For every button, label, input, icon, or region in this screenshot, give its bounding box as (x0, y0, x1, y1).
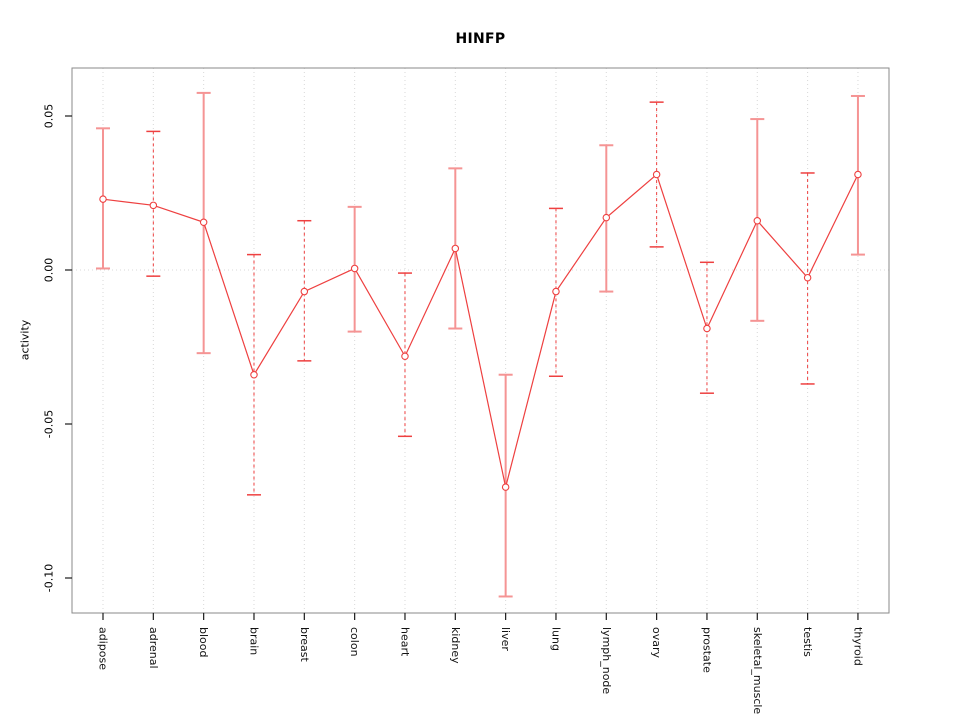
data-point-marker (250, 370, 258, 379)
chart-title: HINFP (455, 31, 506, 47)
data-point-marker (854, 170, 862, 179)
x-category-label: lymph_node (599, 627, 613, 695)
x-category-label: colon (348, 627, 362, 657)
data-point-marker (401, 352, 409, 360)
data-point-marker (803, 273, 812, 282)
series-line (102, 173, 859, 488)
x-category-label: skeletal_muscle (750, 627, 764, 715)
data-point-marker (451, 244, 460, 253)
y-tick-label: 0.00 (42, 257, 56, 283)
data-point-marker (199, 218, 208, 227)
data-point-marker (703, 324, 711, 333)
data-point-marker (149, 201, 158, 210)
x-category-label: breast (297, 627, 311, 662)
data-point-marker (602, 213, 611, 222)
x-category-label: brain (247, 627, 261, 656)
x-category-label: adrenal (146, 627, 160, 669)
data-point-marker (652, 170, 661, 179)
data-point-marker (501, 483, 510, 491)
x-category-label: ovary (650, 627, 664, 659)
data-point-marker (99, 195, 107, 203)
x-category-label: adipose (96, 627, 110, 670)
data-point-marker (552, 287, 560, 296)
y-tick-label: -0.10 (42, 563, 56, 593)
x-category-label: heart (398, 627, 412, 657)
x-category-label: kidney (448, 627, 462, 664)
x-category-label: prostate (700, 627, 714, 673)
x-category-label: liver (499, 627, 513, 651)
data-point-marker (350, 264, 359, 273)
x-category-label: thyroid (851, 627, 865, 666)
y-tick-label: -0.05 (42, 409, 56, 439)
data-point-marker (753, 216, 762, 225)
x-category-label: blood (197, 627, 211, 658)
x-category-label: testis (801, 627, 815, 657)
y-tick-label: 0.05 (42, 103, 56, 129)
x-category-label: lung (549, 627, 563, 651)
data-point-marker (300, 287, 309, 296)
plot-border (71, 67, 890, 614)
